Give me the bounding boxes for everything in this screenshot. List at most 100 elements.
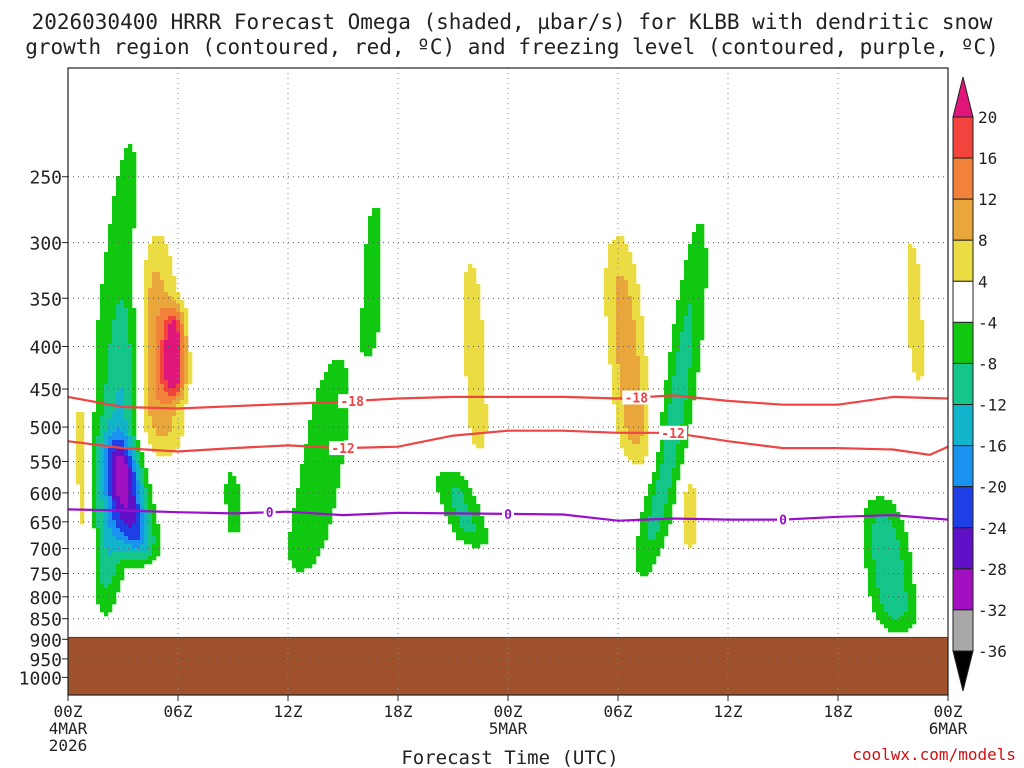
omega-cell bbox=[120, 472, 125, 477]
omega-cell bbox=[468, 324, 473, 329]
omega-cell bbox=[636, 332, 641, 337]
omega-cell bbox=[108, 244, 113, 249]
omega-cell bbox=[460, 476, 465, 481]
omega-cell bbox=[180, 308, 185, 313]
omega-cell bbox=[452, 516, 457, 521]
omega-cell bbox=[364, 320, 369, 325]
omega-cell bbox=[912, 264, 917, 269]
omega-cell bbox=[336, 408, 341, 413]
omega-cell bbox=[884, 576, 889, 581]
omega-cell bbox=[168, 404, 173, 409]
omega-cell bbox=[684, 356, 689, 361]
omega-cell bbox=[96, 408, 101, 413]
omega-cell bbox=[876, 584, 881, 589]
omega-cell bbox=[296, 532, 301, 537]
omega-cell bbox=[108, 424, 113, 429]
omega-cell bbox=[296, 524, 301, 529]
omega-cell bbox=[172, 312, 177, 317]
omega-cell bbox=[620, 444, 625, 449]
omega-cell bbox=[664, 492, 669, 497]
omega-cell bbox=[304, 496, 309, 501]
omega-cell bbox=[108, 308, 113, 313]
omega-cell bbox=[692, 372, 697, 377]
omega-cell bbox=[96, 548, 101, 553]
omega-cell bbox=[100, 456, 105, 461]
omega-cell bbox=[664, 496, 669, 501]
omega-cell bbox=[896, 528, 901, 533]
omega-cell bbox=[108, 408, 113, 413]
omega-cell bbox=[640, 564, 645, 569]
omega-cell bbox=[468, 420, 473, 425]
omega-cell bbox=[464, 288, 469, 293]
omega-cell bbox=[664, 380, 669, 385]
omega-cell bbox=[116, 352, 121, 357]
omega-cell bbox=[876, 496, 881, 501]
omega-cell bbox=[880, 540, 885, 545]
omega-cell bbox=[700, 248, 705, 253]
omega-cell bbox=[96, 364, 101, 369]
omega-cell bbox=[128, 564, 133, 569]
omega-cell bbox=[120, 412, 125, 417]
omega-cell bbox=[144, 560, 149, 565]
omega-cell bbox=[484, 424, 489, 429]
omega-cell bbox=[124, 520, 129, 525]
omega-cell bbox=[664, 524, 669, 529]
omega-cell bbox=[888, 516, 893, 521]
omega-cell bbox=[140, 512, 145, 517]
omega-cell bbox=[872, 584, 877, 589]
omega-cell bbox=[132, 188, 137, 193]
omega-cell bbox=[108, 348, 113, 353]
omega-cell bbox=[624, 244, 629, 249]
omega-cell bbox=[128, 440, 133, 445]
omega-cell bbox=[888, 572, 893, 577]
omega-cell bbox=[868, 504, 873, 509]
omega-cell bbox=[880, 560, 885, 565]
omega-cell bbox=[636, 448, 641, 453]
omega-cell bbox=[108, 328, 113, 333]
omega-cell bbox=[120, 312, 125, 317]
omega-cell bbox=[124, 540, 129, 545]
omega-cell bbox=[296, 568, 301, 573]
omega-cell bbox=[344, 388, 349, 393]
omega-cell bbox=[692, 384, 697, 389]
omega-cell bbox=[616, 348, 621, 353]
omega-cell bbox=[112, 472, 117, 477]
omega-cell bbox=[96, 436, 101, 441]
omega-cell bbox=[656, 500, 661, 505]
omega-cell bbox=[684, 324, 689, 329]
omega-cell bbox=[144, 416, 149, 421]
omega-cell bbox=[900, 524, 905, 529]
omega-cell bbox=[100, 404, 105, 409]
omega-cell bbox=[104, 464, 109, 469]
omega-cell bbox=[908, 580, 913, 585]
omega-cell bbox=[312, 536, 317, 541]
omega-cell bbox=[672, 360, 677, 365]
omega-cell bbox=[100, 356, 105, 361]
omega-cell bbox=[620, 272, 625, 277]
omega-cell bbox=[128, 288, 133, 293]
omega-cell bbox=[700, 228, 705, 233]
omega-cell bbox=[152, 352, 157, 357]
omega-cell bbox=[112, 528, 117, 533]
omega-cell bbox=[680, 408, 685, 413]
omega-cell bbox=[484, 540, 489, 545]
omega-cell bbox=[888, 604, 893, 609]
omega-cell bbox=[124, 428, 129, 433]
omega-cell bbox=[480, 408, 485, 413]
omega-cell bbox=[300, 568, 305, 573]
omega-cell bbox=[156, 428, 161, 433]
omega-cell bbox=[620, 364, 625, 369]
omega-cell bbox=[916, 348, 921, 353]
omega-cell bbox=[160, 268, 165, 273]
omega-cell bbox=[112, 396, 117, 401]
omega-cell bbox=[152, 348, 157, 353]
omega-cell bbox=[168, 324, 173, 329]
omega-cell bbox=[232, 496, 237, 501]
omega-cell bbox=[292, 516, 297, 521]
omega-cell bbox=[148, 432, 153, 437]
omega-cell bbox=[624, 280, 629, 285]
omega-cell bbox=[884, 568, 889, 573]
omega-cell bbox=[672, 368, 677, 373]
omega-cell bbox=[876, 552, 881, 557]
omega-cell bbox=[680, 324, 685, 329]
